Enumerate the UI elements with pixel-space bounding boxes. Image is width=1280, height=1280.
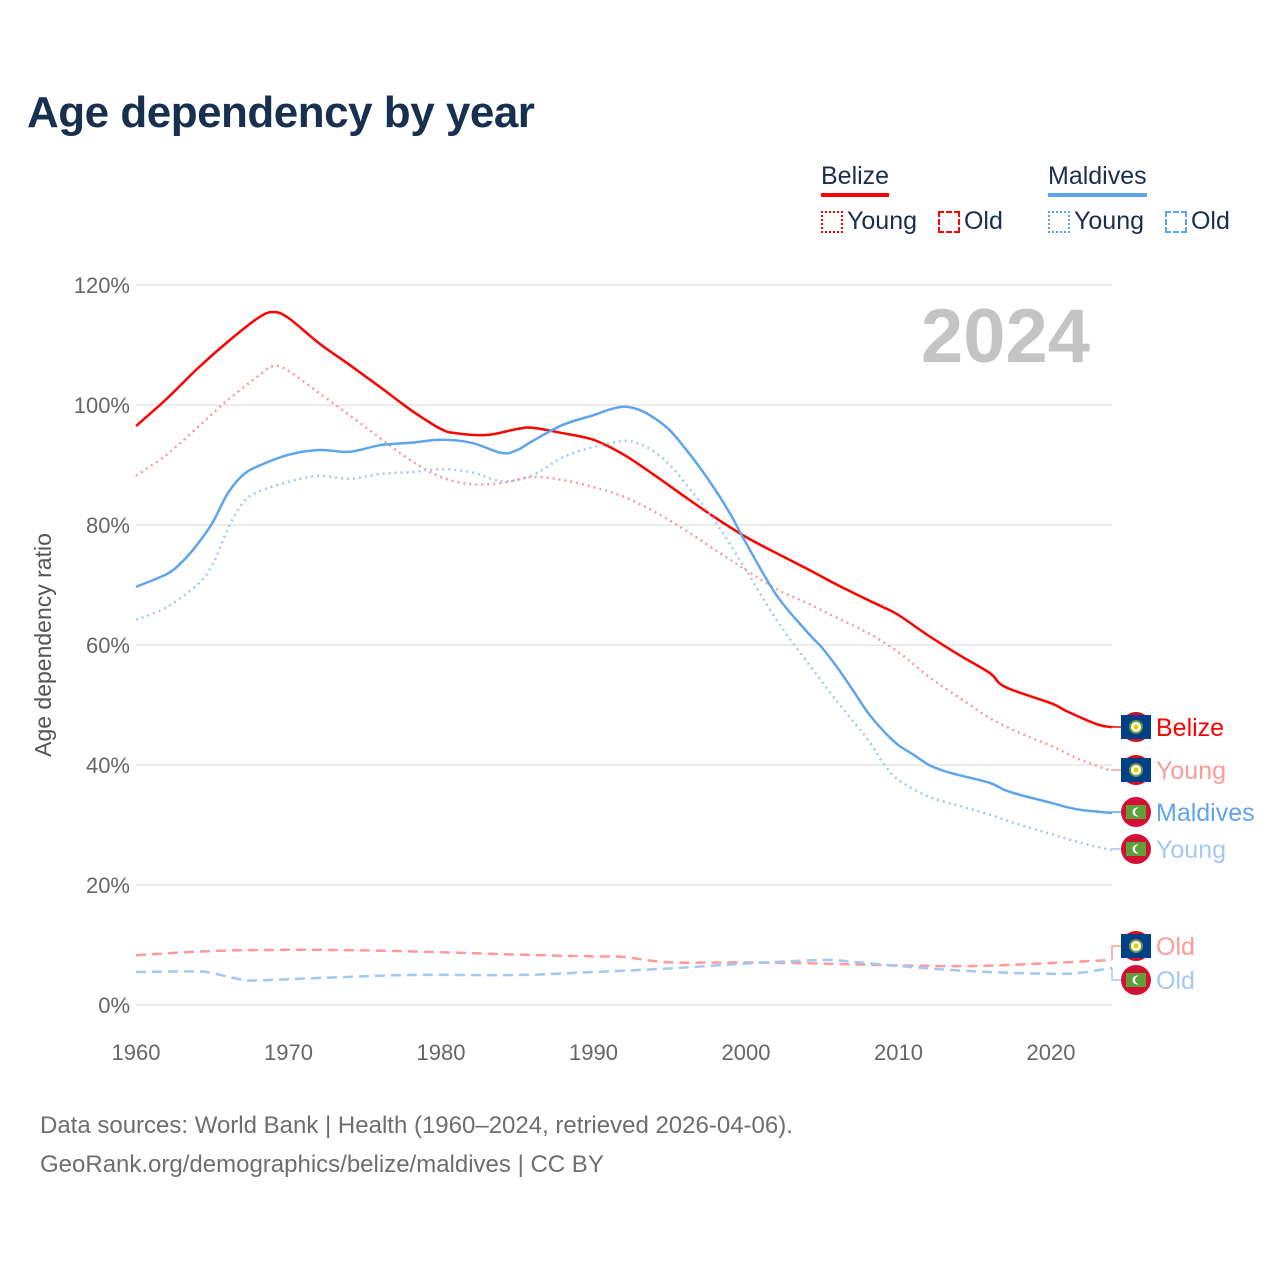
legend-item-belize-young[interactable]: Young <box>821 207 917 236</box>
legend-label: Young <box>847 207 917 235</box>
end-label: Old <box>1156 933 1195 961</box>
x-tick-label: 1970 <box>264 1040 313 1065</box>
legend-label: Old <box>963 207 1003 235</box>
series-line-belize-old[interactable] <box>135 948 1113 968</box>
flag-maldives-icon <box>1121 965 1151 995</box>
y-tick-label: 120% <box>74 273 130 298</box>
source-link[interactable]: GeoRank.org/demographics/belize/maldives… <box>40 1151 604 1178</box>
series-line-belize[interactable] <box>135 310 1113 729</box>
legend-group-belize: Belize Young Old <box>821 162 1017 240</box>
x-tick-label: 1960 <box>112 1040 161 1065</box>
legend-label: Young <box>1074 207 1144 235</box>
end-label: Belize <box>1156 714 1224 742</box>
y-tick-label: 60% <box>86 633 130 658</box>
flag-belize-icon <box>1121 712 1151 742</box>
data-source: Data sources: World Bank | Health (1960–… <box>40 1112 793 1139</box>
dashed-swatch-icon <box>1164 210 1187 233</box>
series-line-belize-young[interactable] <box>135 364 1113 773</box>
end-label: Old <box>1156 967 1195 995</box>
y-axis-label: Age dependency ratio <box>30 533 56 757</box>
leader-line <box>1111 967 1122 981</box>
leader-line <box>1111 945 1122 960</box>
end-labels: Belize Young Maldives Young Old Old <box>1111 712 1255 995</box>
series-line-maldives-young[interactable] <box>135 439 1113 852</box>
footer: Data sources: World Bank | Health (1960–… <box>40 1106 793 1184</box>
legend-item-belize-old[interactable]: Old <box>937 207 1003 236</box>
x-tick-label: 1990 <box>569 1040 618 1065</box>
flag-maldives-icon <box>1121 834 1151 864</box>
end-label: Young <box>1156 836 1226 864</box>
y-tick-label: 100% <box>74 393 130 418</box>
flag-maldives-icon <box>1121 797 1151 827</box>
year-watermark: 2024 <box>921 294 1090 379</box>
flag-belize-icon <box>1121 931 1151 961</box>
legend-country-belize[interactable]: Belize <box>821 162 890 197</box>
end-label: Maldives <box>1156 799 1255 827</box>
grid: 0% 20% 40% 60% 80% 100% 120% 1960 1970 1980 1990 20… <box>74 273 1112 1065</box>
y-tick-label: 20% <box>86 873 130 898</box>
y-tick-label: 0% <box>98 993 130 1018</box>
chart-title: Age dependency by year <box>27 88 535 137</box>
y-tick-label: 80% <box>86 513 130 538</box>
x-tick-label: 2000 <box>722 1040 771 1065</box>
series-line-maldives-old[interactable] <box>135 958 1113 982</box>
dotted-swatch-icon <box>1048 210 1070 233</box>
leader-line <box>1111 769 1122 771</box>
series-line-maldives[interactable] <box>135 405 1113 815</box>
dotted-swatch-icon <box>821 210 843 233</box>
flag-belize-icon <box>1121 755 1151 785</box>
x-tick-label: 1980 <box>417 1040 466 1065</box>
line-chart: 0% 20% 40% 60% 80% 100% 120% 1960 1970 1980 1990 20… <box>30 273 1255 1065</box>
leader-line <box>1111 811 1122 813</box>
x-tick-label: 2010 <box>874 1040 923 1065</box>
y-tick-label: 40% <box>86 753 130 778</box>
legend-label: Old <box>1190 207 1230 235</box>
legend-country-maldives[interactable]: Maldives <box>1048 162 1147 197</box>
dashed-swatch-icon <box>937 210 960 233</box>
legend-group-maldives: Maldives Young Old <box>1048 162 1244 240</box>
legend-item-maldives-young[interactable]: Young <box>1048 207 1144 236</box>
leader-line <box>1111 848 1122 851</box>
series-lines <box>135 310 1113 982</box>
end-label: Young <box>1156 757 1226 785</box>
x-tick-label: 2020 <box>1027 1040 1076 1065</box>
legend-item-maldives-old[interactable]: Old <box>1164 207 1230 236</box>
